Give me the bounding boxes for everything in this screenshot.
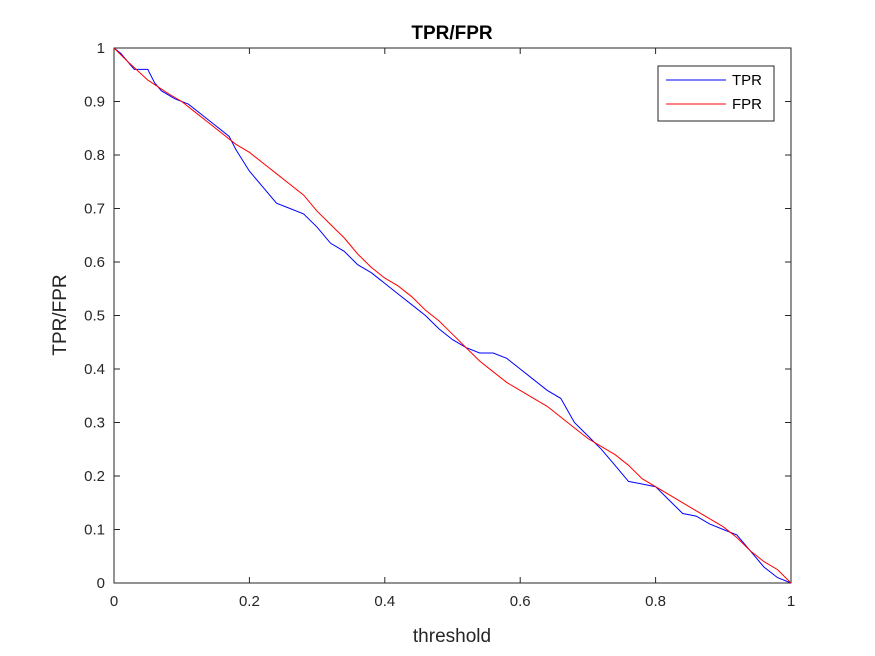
axis-ticks: 0 0.2 0.4 0.6 0.8 1 0 0.1 0.2 0.3 0.4 0.5 0.6 0.7 0.8 0… (84, 40, 795, 610)
y-tick-label: 0.1 (84, 522, 105, 539)
chart-title: TPR/FPR (411, 23, 493, 44)
series-line-fpr (113, 47, 792, 584)
legend-label-fpr: FPR (732, 96, 762, 113)
y-tick-label: 0.7 (84, 201, 105, 218)
y-tick-label: 0.3 (84, 415, 105, 432)
y-tick-label: 0.6 (84, 254, 105, 271)
x-tick-label: 0.6 (510, 593, 531, 610)
x-tick-label: 0.2 (239, 593, 260, 610)
y-tick-label: 1 (97, 40, 105, 57)
y-tick-label: 0.2 (84, 468, 105, 485)
legend-box (657, 65, 775, 122)
legend-label-tpr: TPR (732, 72, 762, 89)
y-tick-label: 0 (97, 575, 105, 592)
y-tick-label: 0.5 (84, 308, 105, 325)
x-axis-label: threshold (413, 626, 491, 647)
y-tick-label: 0.4 (84, 361, 105, 378)
x-tick-label: 0.4 (374, 593, 395, 610)
x-tick-label: 0 (110, 593, 118, 610)
legend: TPR FPR (657, 65, 775, 122)
y-tick-label: 0.9 (84, 94, 105, 111)
x-tick-label: 1 (787, 593, 795, 610)
series-lines (113, 47, 792, 584)
series-line-tpr (113, 47, 792, 584)
y-tick-label: 0.8 (84, 147, 105, 164)
x-tick-label: 0.8 (645, 593, 666, 610)
y-axis-label: TPR/FPR (50, 274, 71, 355)
